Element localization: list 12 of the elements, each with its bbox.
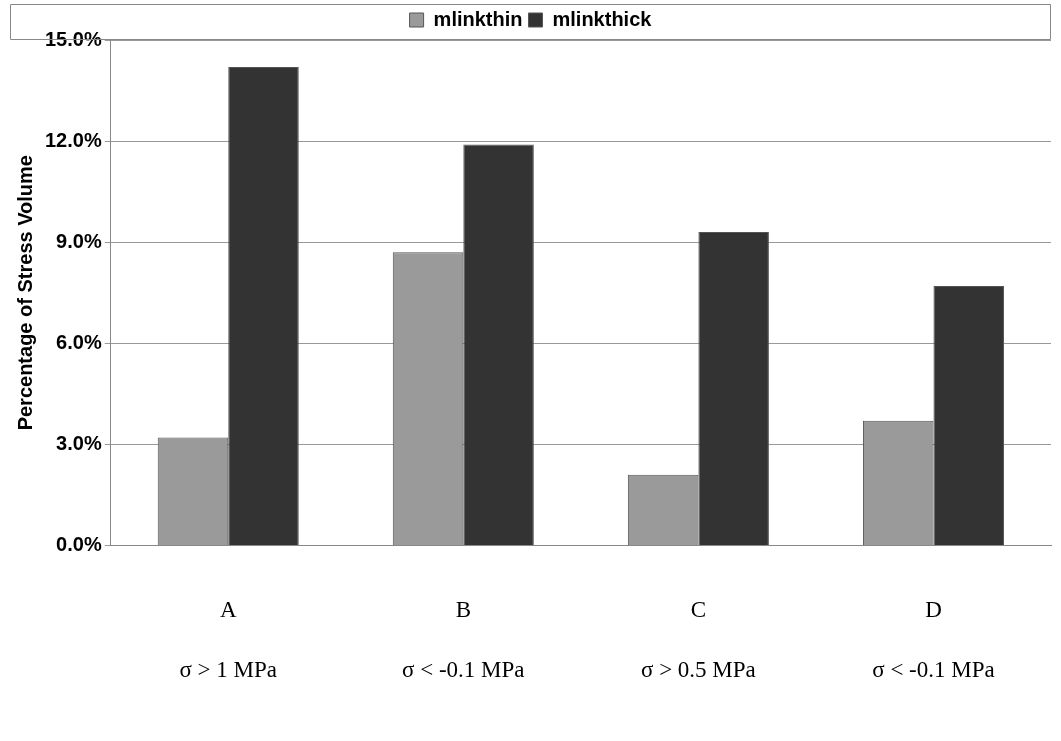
category-label: B σ < -0.1 MPa [402, 597, 525, 683]
legend-label: mlinkthick [552, 7, 653, 30]
category-label: C σ > 0.5 MPa [640, 597, 756, 683]
y-tick-label: 12.0% [44, 128, 102, 151]
y-tick-label: 6.0% [56, 330, 102, 353]
legend-label: mlinkthin [433, 7, 523, 30]
category-label: A σ > 1 MPa [179, 597, 278, 683]
y-tick-label: 9.0% [56, 229, 102, 252]
y-tick-label: 3.0% [56, 431, 102, 454]
category-label: D σ < -0.1 MPa [872, 597, 995, 683]
y-tick-label: 0.0% [56, 532, 102, 555]
y-axis-title: Percentage of Stress Volume [13, 155, 36, 431]
